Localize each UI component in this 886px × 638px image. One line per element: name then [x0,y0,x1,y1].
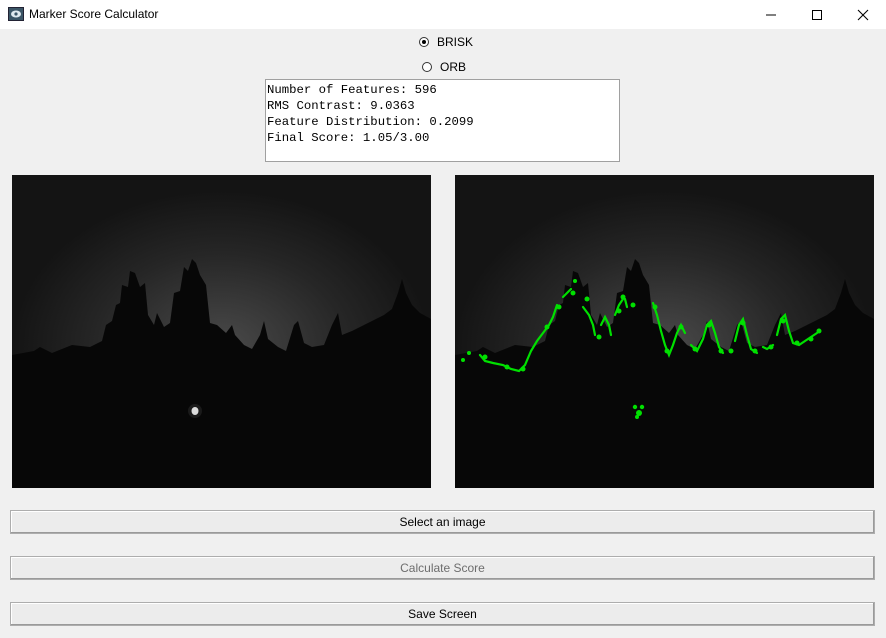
title-bar: Marker Score Calculator [0,0,886,29]
select-image-button[interactable]: Select an image [10,510,875,534]
minimize-button[interactable] [748,0,794,29]
rms-contrast-line: RMS Contrast: 9.0363 [267,99,415,113]
save-screen-button[interactable]: Save Screen [10,602,875,626]
radio-orb-indicator[interactable] [422,62,432,72]
final-score-line: Final Score: 1.05/3.00 [267,131,430,145]
radio-brisk-indicator[interactable] [419,37,429,47]
original-image [12,175,431,488]
radio-orb-label: ORB [440,60,467,74]
keypoint-dots [461,279,822,419]
app-icon [8,7,24,21]
features-count-line: Number of Features: 596 [267,83,437,97]
feature-distribution-line: Feature Distribution: 0.2099 [267,115,474,129]
calculate-score-button[interactable]: Calculate Score [10,556,875,580]
feature-overlay-image [455,175,874,488]
close-icon [857,9,869,20]
maximize-icon [812,9,822,20]
minimize-icon [766,14,776,15]
maximize-button[interactable] [794,0,840,29]
results-textbox[interactable]: Number of Features: 596 RMS Contrast: 9.… [265,79,620,162]
close-button[interactable] [840,0,886,29]
radio-brisk-label: BRISK [437,35,474,49]
window-title: Marker Score Calculator [29,7,159,21]
radio-brisk[interactable]: BRISK [419,35,473,49]
radio-orb[interactable]: ORB [422,60,466,74]
